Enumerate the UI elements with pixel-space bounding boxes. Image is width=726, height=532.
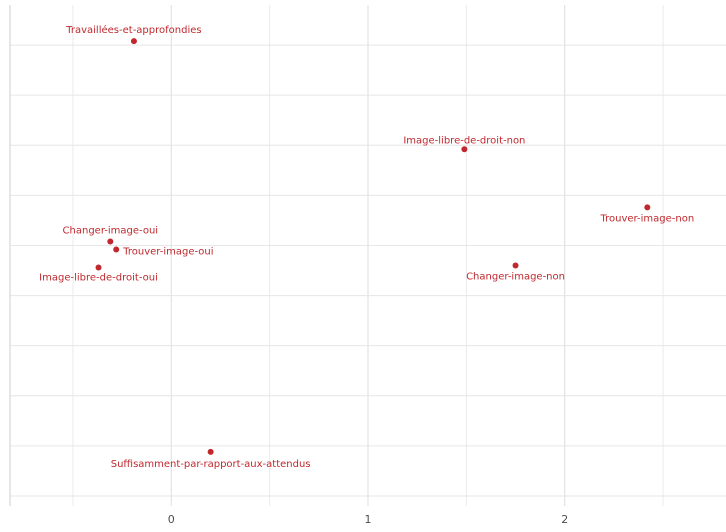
reference-lines <box>10 5 726 506</box>
x-tick-label: 1 <box>365 513 372 526</box>
data-point <box>130 38 137 45</box>
x-tick-label: 2 <box>561 513 568 526</box>
point-label: Image-libre-de-droit-oui <box>39 273 158 284</box>
grid <box>9 5 726 506</box>
point-label: Changer-image-non <box>466 272 565 283</box>
data-point <box>461 146 468 153</box>
data-points <box>95 38 651 455</box>
point-label: Changer-image-oui <box>63 225 159 236</box>
data-point <box>644 204 651 211</box>
point-labels: Travaillées-et-approfondies Image-libre-d… <box>39 24 694 470</box>
data-point <box>107 238 114 245</box>
x-tick-label: 0 <box>168 513 175 526</box>
point-label: Image-libre-de-droit-non <box>403 135 525 146</box>
x-axis-ticks: 0 1 2 <box>168 513 568 526</box>
data-point <box>113 246 120 253</box>
point-label: Suffisamment-par-rapport-aux-attendus <box>111 459 311 470</box>
point-label: Trouver-image-oui <box>122 246 213 257</box>
point-label: Travaillées-et-approfondies <box>65 24 201 36</box>
data-point <box>512 262 519 269</box>
data-point <box>207 448 214 455</box>
point-label: Trouver-image-non <box>599 213 694 224</box>
data-point <box>95 264 102 271</box>
